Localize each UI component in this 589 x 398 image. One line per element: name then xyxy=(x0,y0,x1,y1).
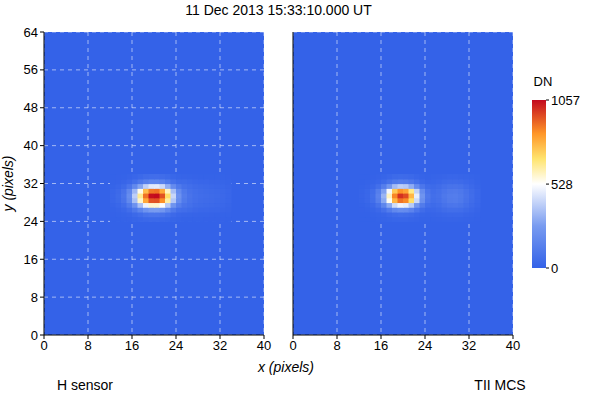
svg-text:DN: DN xyxy=(534,74,553,89)
svg-text:32: 32 xyxy=(213,338,227,353)
svg-text:H sensor: H sensor xyxy=(57,377,113,393)
svg-text:24: 24 xyxy=(418,338,432,353)
svg-text:48: 48 xyxy=(24,100,38,115)
svg-text:24: 24 xyxy=(24,214,38,229)
svg-text:8: 8 xyxy=(31,290,38,305)
svg-text:40: 40 xyxy=(506,338,520,353)
svg-text:11 Dec 2013 15:33:10.000 UT: 11 Dec 2013 15:33:10.000 UT xyxy=(185,2,372,18)
svg-text:32: 32 xyxy=(462,338,476,353)
svg-text:528: 528 xyxy=(551,177,573,192)
svg-text:8: 8 xyxy=(84,338,91,353)
svg-text:0: 0 xyxy=(289,338,296,353)
svg-text:40: 40 xyxy=(24,138,38,153)
svg-text:y (pixels): y (pixels) xyxy=(0,155,16,212)
svg-text:32: 32 xyxy=(24,176,38,191)
svg-text:TII MCS: TII MCS xyxy=(474,377,525,393)
svg-text:8: 8 xyxy=(333,338,340,353)
svg-text:0: 0 xyxy=(40,338,47,353)
svg-text:16: 16 xyxy=(24,252,38,267)
svg-text:0: 0 xyxy=(31,328,38,343)
svg-text:56: 56 xyxy=(24,62,38,77)
svg-text:64: 64 xyxy=(24,25,38,40)
svg-text:16: 16 xyxy=(374,338,388,353)
svg-text:x (pixels): x (pixels) xyxy=(257,359,314,375)
svg-text:40: 40 xyxy=(257,338,271,353)
svg-text:16: 16 xyxy=(125,338,139,353)
svg-text:1057: 1057 xyxy=(551,93,580,108)
svg-text:0: 0 xyxy=(551,261,558,276)
svg-text:24: 24 xyxy=(169,338,183,353)
